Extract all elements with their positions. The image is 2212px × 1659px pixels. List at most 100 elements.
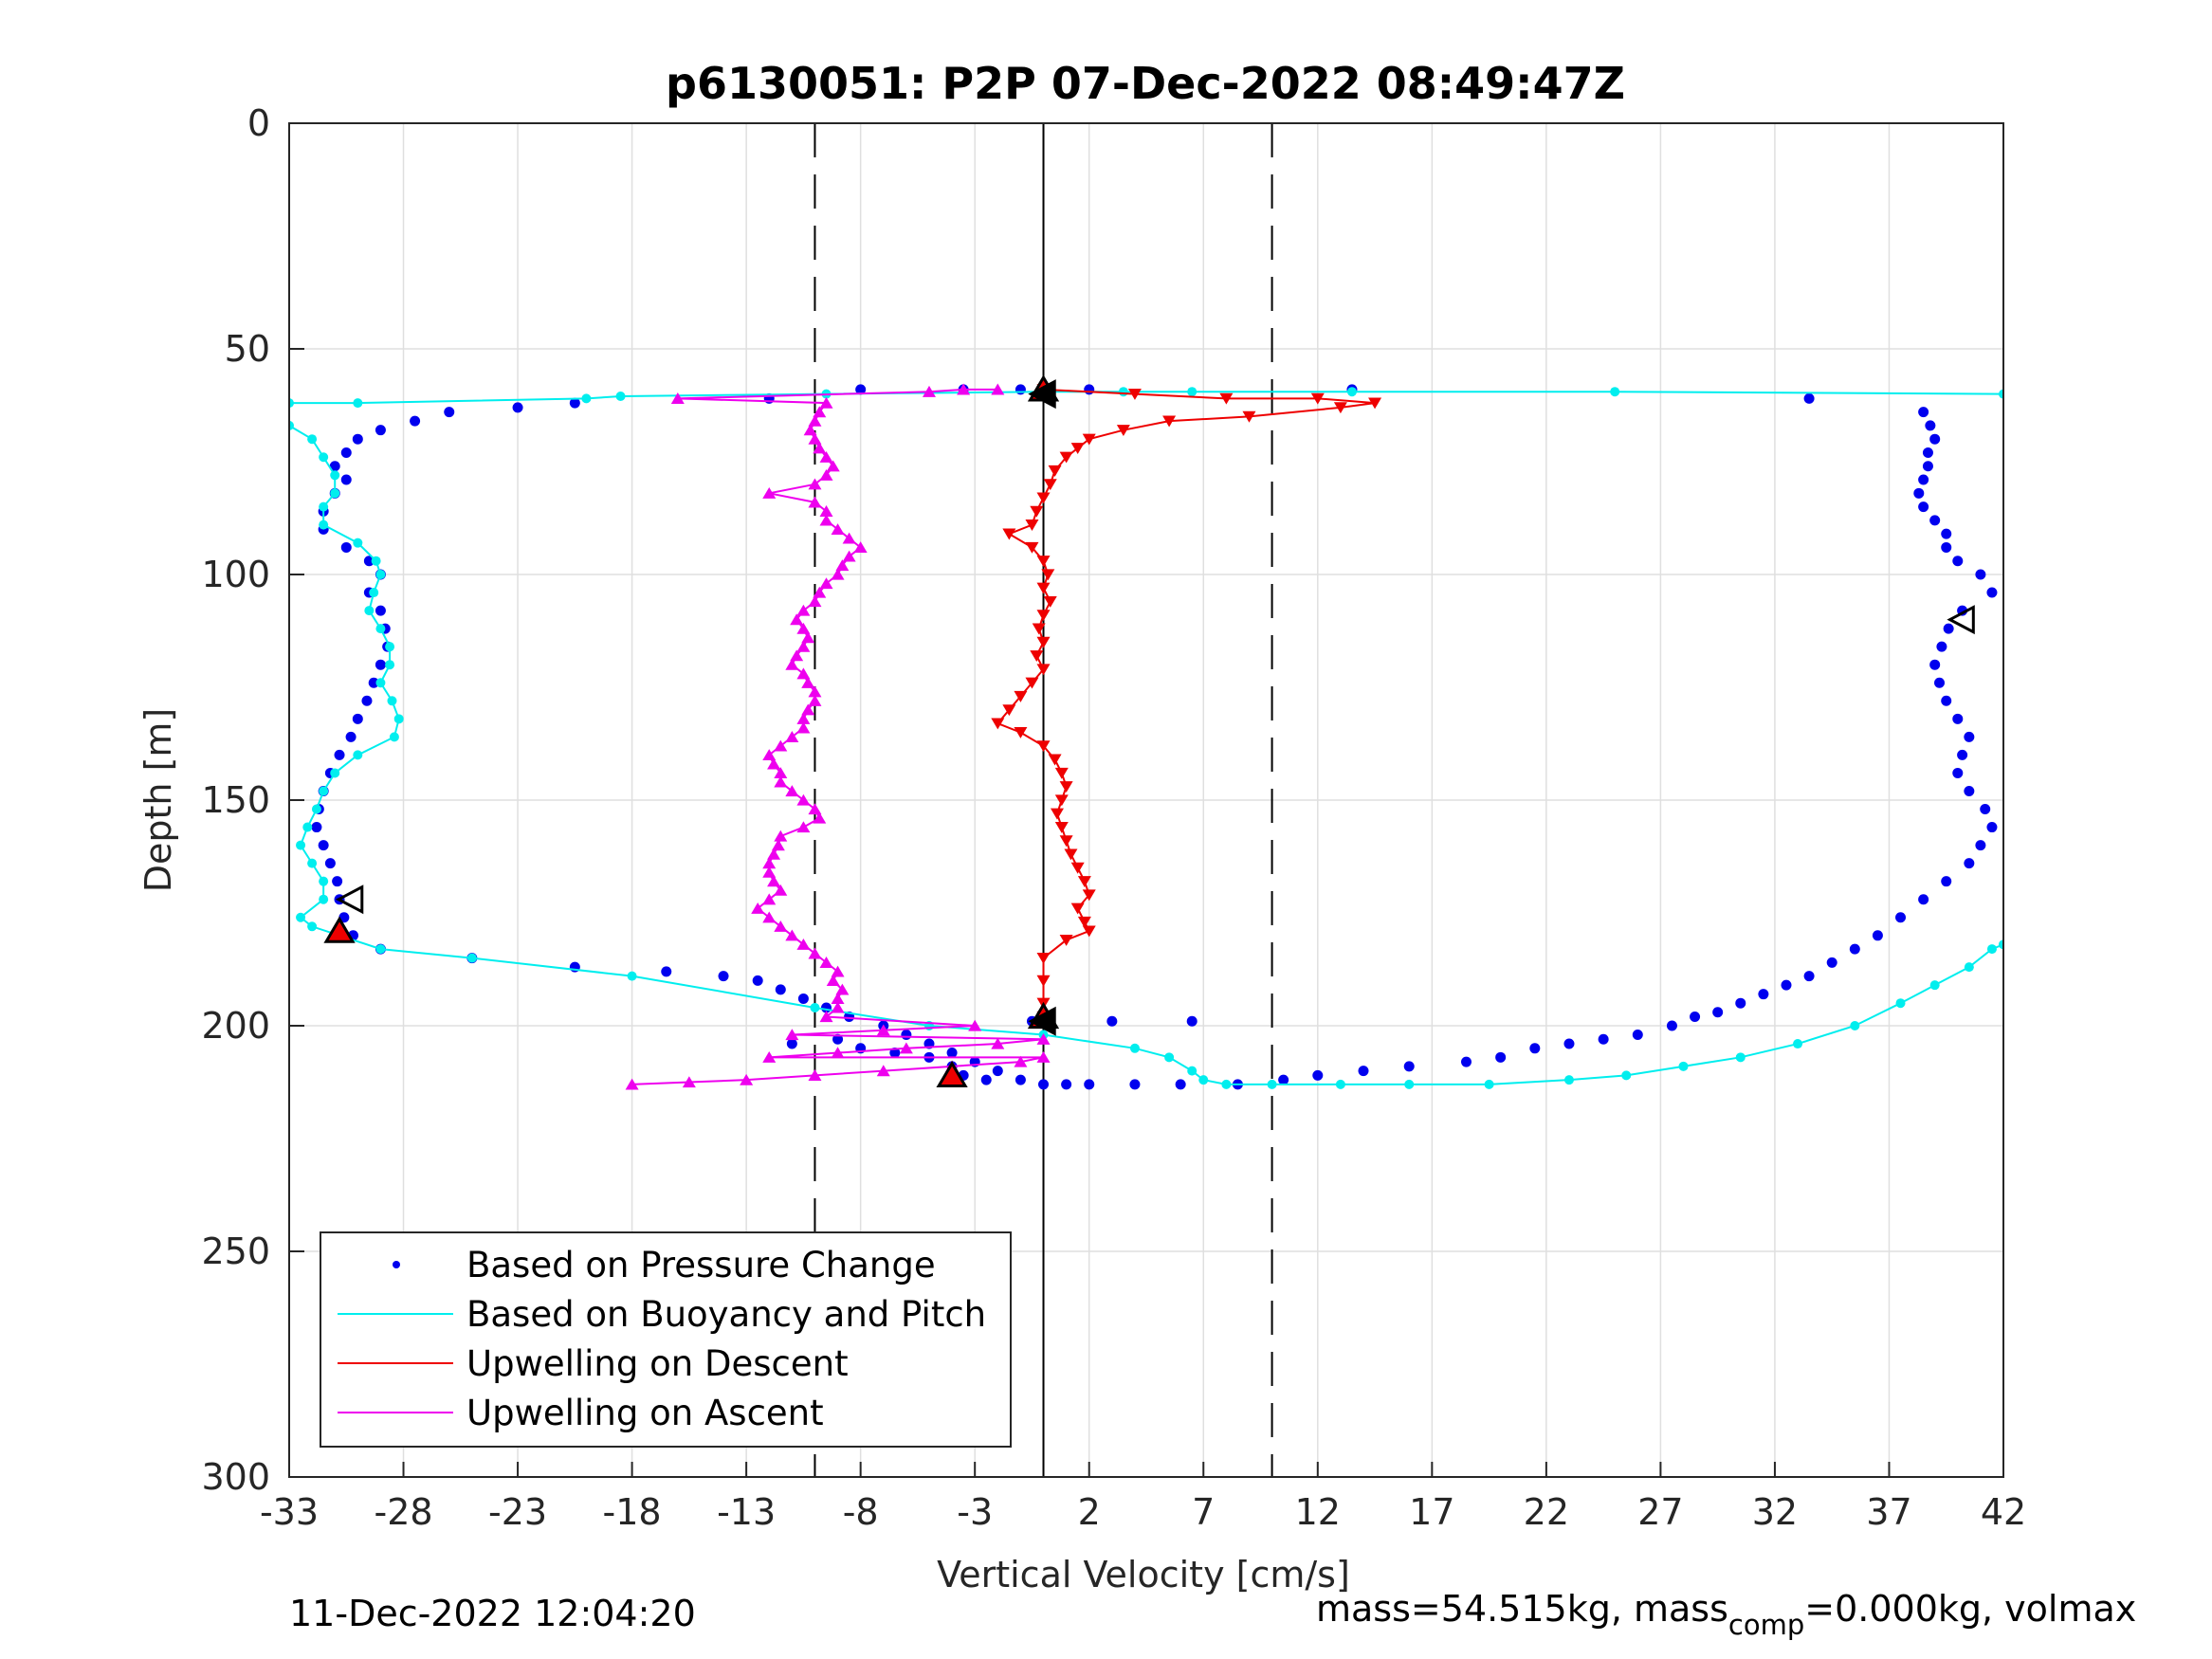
event-marker xyxy=(1947,605,1975,635)
series-3 xyxy=(625,383,1051,1090)
data-point xyxy=(393,714,404,724)
data-point xyxy=(762,487,777,499)
data-point xyxy=(801,631,815,644)
data-point xyxy=(1922,461,1933,472)
data-point xyxy=(375,659,386,670)
data-point xyxy=(444,407,455,418)
data-point xyxy=(775,984,786,995)
x-tick-label: 2 xyxy=(1078,1491,1101,1533)
data-point xyxy=(1610,387,1620,397)
data-point xyxy=(302,822,313,832)
data-point xyxy=(1219,392,1234,405)
data-point xyxy=(1041,569,1055,581)
data-point xyxy=(1632,1030,1643,1041)
data-point xyxy=(375,944,386,955)
data-point xyxy=(790,613,804,626)
y-tick-label: 300 xyxy=(201,1456,270,1498)
data-point xyxy=(797,993,809,1004)
data-point xyxy=(889,1048,901,1059)
data-point xyxy=(808,803,822,815)
data-point xyxy=(819,577,833,590)
data-point xyxy=(1036,1051,1051,1063)
data-point xyxy=(311,822,322,833)
data-point xyxy=(740,1073,754,1085)
data-point xyxy=(1368,397,1382,410)
chart-title: p6130051: P2P 07-Dec-2022 08:49:47Z xyxy=(666,58,1625,109)
data-point xyxy=(1986,587,1998,598)
data-point xyxy=(1036,664,1051,676)
data-point xyxy=(329,461,340,472)
data-point xyxy=(899,1042,913,1054)
data-point xyxy=(1918,501,1929,513)
x-tick-label: -33 xyxy=(260,1491,319,1533)
y-tick-label: 0 xyxy=(247,102,270,144)
data-point xyxy=(353,398,363,409)
data-point xyxy=(363,556,375,567)
data-point xyxy=(352,713,363,724)
event-marker xyxy=(936,1060,968,1088)
data-point xyxy=(1312,1069,1324,1081)
data-point xyxy=(361,695,373,706)
data-point xyxy=(968,1019,982,1031)
data-point xyxy=(718,971,729,982)
data-point xyxy=(1030,505,1044,518)
data-point xyxy=(368,677,379,688)
data-point xyxy=(762,911,777,923)
data-point xyxy=(1563,1075,1574,1085)
data-point xyxy=(615,391,626,401)
data-point xyxy=(785,1029,799,1041)
legend-box xyxy=(320,1231,1012,1448)
data-point xyxy=(1803,392,1815,404)
data-point xyxy=(1048,754,1062,766)
data-point xyxy=(1036,492,1051,504)
data-point xyxy=(808,478,822,490)
data-point xyxy=(307,434,318,445)
data-point xyxy=(1922,447,1933,458)
data-point xyxy=(1918,407,1929,418)
data-point xyxy=(1563,1038,1575,1049)
data-point xyxy=(762,866,777,878)
data-point xyxy=(1015,1074,1026,1085)
data-point xyxy=(369,588,379,598)
data-point xyxy=(774,767,788,779)
data-point xyxy=(340,447,352,458)
data-point xyxy=(808,685,822,698)
data-point xyxy=(831,1047,845,1059)
data-point xyxy=(991,718,1005,730)
data-point xyxy=(1084,384,1095,395)
data-point xyxy=(785,731,799,742)
data-point xyxy=(774,739,788,752)
data-point xyxy=(819,450,833,463)
data-point xyxy=(1529,1043,1541,1054)
data-point xyxy=(901,1030,912,1041)
data-point xyxy=(1036,740,1051,753)
data-point xyxy=(1036,975,1051,987)
legend-label: Based on Pressure Change xyxy=(466,1245,936,1285)
legend-label: Based on Buoyancy and Pitch xyxy=(466,1294,986,1335)
data-point xyxy=(1936,641,1947,652)
data-point xyxy=(512,402,523,413)
data-point xyxy=(876,1024,890,1036)
data-point xyxy=(307,858,318,868)
data-point xyxy=(835,983,850,995)
x-tick-label: 22 xyxy=(1524,1491,1569,1533)
data-point xyxy=(767,757,781,770)
data-point xyxy=(1495,1051,1507,1063)
data-point xyxy=(796,713,811,724)
data-point xyxy=(1735,997,1746,1009)
data-point xyxy=(670,392,685,404)
data-point xyxy=(627,971,637,981)
data-point xyxy=(752,975,763,986)
x-tick-label: 27 xyxy=(1637,1491,1683,1533)
event-marker xyxy=(1028,379,1056,410)
data-point xyxy=(307,921,318,932)
data-point xyxy=(1032,623,1046,635)
data-point xyxy=(289,420,294,430)
data-point xyxy=(1162,415,1177,428)
data-point xyxy=(1070,443,1085,455)
y-tick-label: 150 xyxy=(201,779,270,821)
data-point xyxy=(1952,556,1964,567)
data-point xyxy=(835,559,850,572)
data-point xyxy=(762,749,777,760)
x-axis-ticks: -33 -28 -23 -18 -13 -8 -3 2 7 12 17 22 27 32 37 42 xyxy=(260,1462,2026,1533)
